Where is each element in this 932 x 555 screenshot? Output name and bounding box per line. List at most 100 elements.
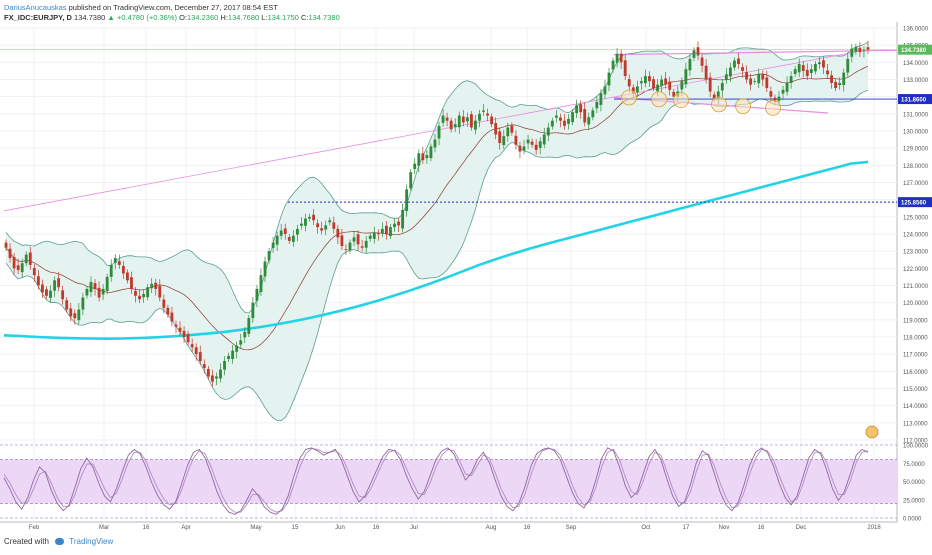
candle-body	[97, 287, 101, 298]
tradingview-link[interactable]: TradingView	[69, 537, 114, 546]
candle-body	[777, 96, 781, 101]
candle-body	[482, 110, 485, 112]
touch-circle	[621, 89, 637, 106]
touch-circle	[651, 91, 667, 108]
trendline-rising	[3, 49, 869, 212]
y-tick-label: 117.0000	[903, 353, 928, 359]
candle-body	[227, 355, 230, 359]
candle-body	[769, 91, 773, 97]
candle-body	[474, 120, 477, 130]
candle-body	[275, 235, 279, 245]
candle-body	[117, 261, 121, 265]
high-value: 134.7680	[227, 13, 260, 22]
candle-body	[801, 65, 805, 71]
candle-body	[182, 330, 186, 337]
candle-body	[579, 104, 583, 113]
indicator-icon	[865, 425, 879, 439]
candle-body	[546, 127, 550, 136]
candle-body	[631, 87, 635, 94]
candle-body	[198, 352, 202, 362]
candle-body	[656, 84, 659, 92]
candle-body	[259, 275, 263, 293]
candle-body	[368, 235, 372, 239]
candle-body	[162, 299, 166, 308]
candle-body	[24, 254, 28, 264]
y-tick-label: 116.0000	[903, 370, 928, 376]
candle-body	[510, 125, 514, 133]
candle-body	[130, 277, 133, 289]
tradingview-logo-icon	[55, 538, 65, 545]
candle-body	[753, 81, 757, 83]
candle-body	[158, 285, 162, 298]
candle-body	[389, 227, 392, 237]
candle-body	[502, 136, 506, 146]
open-label: O:	[179, 13, 188, 22]
last-price-tag: 134.7380	[901, 48, 927, 54]
touch-circle	[735, 98, 751, 115]
candle-body	[745, 71, 749, 80]
candle-body	[409, 172, 413, 189]
candle-body	[704, 65, 708, 80]
candle-body	[178, 327, 182, 332]
y-tick-label: 129.0000	[903, 147, 929, 153]
candle-body	[688, 58, 692, 71]
candle-body	[591, 110, 595, 118]
candle-body	[660, 79, 664, 86]
author-link[interactable]: DariusAnucauskas	[4, 3, 67, 12]
candle-body	[680, 81, 684, 90]
candle-body	[838, 82, 842, 85]
stoch-band-fill	[0, 459, 897, 504]
candle-body	[478, 113, 481, 121]
y-tick-label: 120.0000	[903, 301, 929, 307]
candle-body	[186, 333, 190, 343]
candle-body	[77, 309, 81, 321]
candle-body	[534, 144, 538, 150]
candle-body	[506, 127, 510, 137]
candle-body	[559, 117, 562, 121]
close-label: C:	[300, 13, 309, 22]
candle-body	[421, 153, 425, 161]
candle-body	[445, 117, 449, 121]
candle-body	[684, 69, 688, 85]
close-value: 134.7380	[308, 13, 340, 22]
candle-body	[93, 283, 97, 289]
candle-body	[648, 76, 651, 82]
candle-body	[364, 240, 368, 248]
y-tick-label: 121.0000	[903, 284, 929, 290]
candle-body	[89, 282, 93, 293]
candle-body	[866, 47, 870, 50]
candle-body	[36, 276, 40, 286]
candle-body	[809, 69, 813, 73]
publish-info: published on TradingView.com, December 2…	[68, 3, 278, 12]
x-tick-label: 16	[524, 525, 531, 531]
x-tick-label: Sep	[566, 525, 577, 531]
candle-body	[619, 53, 623, 63]
candle-body	[384, 225, 388, 234]
candle-body	[599, 93, 603, 105]
candle-body	[846, 58, 850, 73]
candle-body	[635, 86, 639, 93]
touch-circle	[711, 96, 727, 113]
candle-body	[813, 64, 817, 72]
candle-body	[16, 265, 20, 271]
candle-body	[138, 295, 141, 300]
candle-body	[413, 163, 417, 170]
candle-body	[607, 72, 611, 86]
candle-body	[352, 237, 356, 242]
candle-body	[239, 340, 243, 345]
created-with: Created with	[4, 537, 49, 546]
candle-body	[194, 347, 198, 355]
candle-body	[644, 76, 647, 84]
rsi-tick-label: 0.0000	[903, 517, 922, 523]
y-tick-label: 113.0000	[903, 421, 928, 427]
candle-body	[121, 265, 125, 274]
candle-body	[449, 120, 453, 130]
candle-body	[320, 228, 324, 231]
candle-body	[733, 60, 736, 68]
candle-body	[465, 117, 469, 122]
candle-body	[716, 91, 720, 100]
candle-body	[494, 123, 498, 135]
x-tick-label: 16	[143, 525, 150, 531]
candle-body	[324, 225, 328, 230]
